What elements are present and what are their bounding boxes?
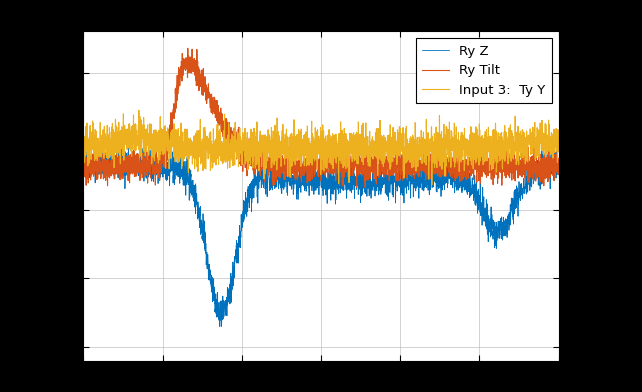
Ry Tilt	[494, 165, 502, 169]
Ry Z	[494, 219, 502, 223]
Input 3:  Ty Y: (342, 0.0198): Ty Y: (342, 0.0198)	[134, 136, 141, 141]
Input 3:  Ty Y: (0, -0.123): Ty Y: (0, -0.123)	[80, 156, 87, 160]
Input 3:  Ty Y: (521, -0.0135): Ty Y: (521, -0.0135)	[162, 141, 170, 145]
Input 3:  Ty Y: (1.28e+03, 0.0458): Ty Y: (1.28e+03, 0.0458)	[282, 132, 290, 137]
Ry Z	[546, 159, 553, 164]
Input 3:  Ty Y: (2.94e+03, -0.0157): Ty Y: (2.94e+03, -0.0157)	[546, 141, 553, 146]
Ry Z	[216, 324, 223, 329]
Ry Z	[113, 132, 121, 137]
Input 3:  Ty Y: (1.15e+03, 0.00188): Ty Y: (1.15e+03, 0.00188)	[262, 138, 270, 143]
Ry Tilt	[555, 171, 562, 176]
Ry Tilt	[262, 154, 270, 159]
Ry Tilt	[162, 146, 169, 151]
Ry Tilt	[134, 171, 141, 175]
Ry Z	[282, 171, 290, 176]
Ry Tilt	[282, 174, 290, 178]
Line: Ry Z: Ry Z	[83, 135, 559, 327]
Ry Z	[555, 164, 562, 169]
Ry Z	[80, 157, 87, 162]
Line: Ry Tilt: Ry Tilt	[83, 48, 559, 188]
Ry Tilt	[184, 46, 192, 51]
Input 3:  Ty Y: (2.2e+03, -0.319): Ty Y: (2.2e+03, -0.319)	[428, 182, 436, 187]
Input 3:  Ty Y: (3e+03, 0.0259): Ty Y: (3e+03, 0.0259)	[555, 135, 562, 140]
Ry Tilt	[546, 163, 553, 168]
Ry Tilt	[80, 176, 87, 181]
Input 3:  Ty Y: (350, 0.225): Ty Y: (350, 0.225)	[135, 108, 143, 113]
Ry Z	[134, 166, 142, 171]
Ry Z	[162, 160, 170, 165]
Line: Input 3:  Ty Y: Input 3: Ty Y	[83, 110, 559, 185]
Input 3:  Ty Y: (2.62e+03, 0.0612): Ty Y: (2.62e+03, 0.0612)	[494, 131, 502, 135]
Ry Z	[262, 180, 270, 185]
Legend: Ry Z, Ry Tilt, Input 3:  Ty Y: Ry Z, Ry Tilt, Input 3: Ty Y	[415, 38, 552, 103]
Ry Tilt	[361, 185, 369, 190]
